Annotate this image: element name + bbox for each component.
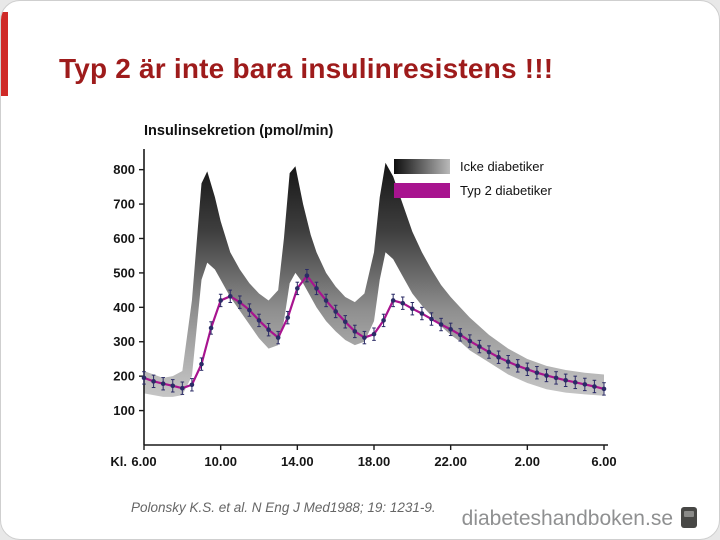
diabeteshandboken-logo-icon [681,507,697,528]
svg-text:10.00: 10.00 [204,454,237,469]
slide-title: Typ 2 är inte bara insulinresistens !!! [59,53,554,84]
insulin-chart: Insulinsekretion (pmol/min) 100 200 300 400… [96,113,622,486]
svg-text:200: 200 [113,369,135,384]
svg-text:400: 400 [113,300,135,315]
svg-text:Typ 2 diabetiker: Typ 2 diabetiker [460,183,552,198]
svg-text:6.00: 6.00 [591,454,616,469]
svg-text:2.00: 2.00 [515,454,540,469]
brand-text: diabeteshandboken.se [461,507,673,530]
accent-bar [1,12,8,96]
chart-title: Insulinsekretion (pmol/min) [144,123,334,139]
svg-text:6.00: 6.00 [131,454,156,469]
svg-text:22.00: 22.00 [434,454,467,469]
svg-text:100: 100 [113,403,135,418]
svg-text:500: 500 [113,265,135,280]
svg-text:600: 600 [113,231,135,246]
svg-text:18.00: 18.00 [358,454,391,469]
svg-text:14.00: 14.00 [281,454,314,469]
svg-text:700: 700 [113,197,135,212]
logo-inner-shape [684,511,694,517]
svg-text:Icke diabetiker: Icke diabetiker [460,159,544,174]
svg-text:800: 800 [113,162,135,177]
citation: Polonsky K.S. et al. N Eng J Med1988; 19… [131,500,436,515]
svg-text:Kl.: Kl. [110,454,127,469]
chart-plot: 100 200 300 400 500 600 700 800 6.00 10.00 14.00 18… [110,149,617,469]
svg-text:300: 300 [113,334,135,349]
